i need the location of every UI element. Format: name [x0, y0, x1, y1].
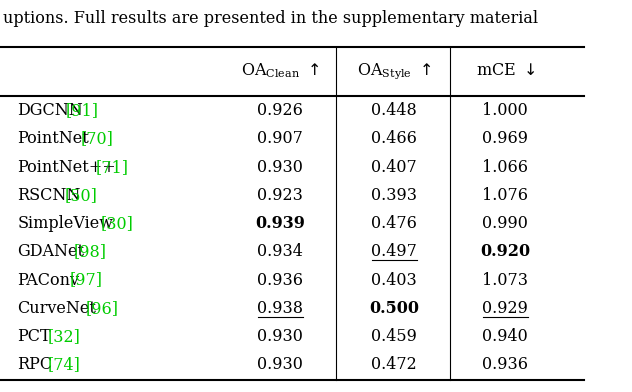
Text: [74]: [74]	[48, 356, 81, 373]
Text: 0.393: 0.393	[372, 187, 417, 204]
Text: 0.940: 0.940	[482, 328, 528, 345]
Text: PointNet: PointNet	[18, 131, 89, 147]
Text: 0.466: 0.466	[372, 131, 417, 147]
Text: 0.938: 0.938	[257, 300, 303, 317]
Text: GDANet: GDANet	[18, 243, 85, 260]
Text: 0.403: 0.403	[372, 272, 417, 289]
Text: 0.929: 0.929	[482, 300, 528, 317]
Text: 0.923: 0.923	[257, 187, 303, 204]
Text: 0.472: 0.472	[372, 356, 417, 373]
Text: 0.920: 0.920	[480, 243, 530, 260]
Text: 0.497: 0.497	[372, 243, 417, 260]
Text: DGCNN: DGCNN	[18, 102, 83, 119]
Text: 1.076: 1.076	[482, 187, 528, 204]
Text: PAConv: PAConv	[18, 272, 80, 289]
Text: 1.073: 1.073	[482, 272, 528, 289]
Text: [98]: [98]	[73, 243, 107, 260]
Text: OA$_{\mathregular{Style}}$ $\uparrow$: OA$_{\mathregular{Style}}$ $\uparrow$	[357, 61, 432, 80]
Text: [97]: [97]	[70, 272, 103, 289]
Text: mCE $\downarrow$: mCE $\downarrow$	[476, 62, 535, 79]
Text: 0.930: 0.930	[257, 328, 303, 345]
Text: [32]: [32]	[48, 328, 81, 345]
Text: 0.407: 0.407	[372, 159, 417, 176]
Text: RPC: RPC	[18, 356, 52, 373]
Text: 1.066: 1.066	[482, 159, 528, 176]
Text: [30]: [30]	[101, 215, 134, 232]
Text: PCT: PCT	[18, 328, 51, 345]
Text: [96]: [96]	[85, 300, 118, 317]
Text: PointNet++: PointNet++	[18, 159, 116, 176]
Text: 0.969: 0.969	[482, 131, 528, 147]
Text: CurveNet: CurveNet	[18, 300, 97, 317]
Text: 0.500: 0.500	[369, 300, 420, 317]
Text: 0.990: 0.990	[482, 215, 528, 232]
Text: 0.936: 0.936	[482, 356, 528, 373]
Text: [71]: [71]	[96, 159, 129, 176]
Text: RSCNN: RSCNN	[18, 187, 81, 204]
Text: 0.907: 0.907	[257, 131, 303, 147]
Text: 0.926: 0.926	[257, 102, 303, 119]
Text: OA$_{\mathregular{Clean}}$ $\uparrow$: OA$_{\mathregular{Clean}}$ $\uparrow$	[241, 61, 320, 80]
Text: 0.930: 0.930	[257, 356, 303, 373]
Text: [70]: [70]	[81, 131, 114, 147]
Text: uptions. Full results are presented in the supplementary material: uptions. Full results are presented in t…	[3, 10, 538, 27]
Text: 0.934: 0.934	[257, 243, 303, 260]
Text: 0.448: 0.448	[372, 102, 417, 119]
Text: SimpleView: SimpleView	[18, 215, 114, 232]
Text: [91]: [91]	[66, 102, 99, 119]
Text: 0.476: 0.476	[372, 215, 417, 232]
Text: 0.936: 0.936	[257, 272, 303, 289]
Text: 0.930: 0.930	[257, 159, 303, 176]
Text: [50]: [50]	[64, 187, 97, 204]
Text: 0.939: 0.939	[255, 215, 305, 232]
Text: 1.000: 1.000	[482, 102, 528, 119]
Text: 0.459: 0.459	[372, 328, 417, 345]
